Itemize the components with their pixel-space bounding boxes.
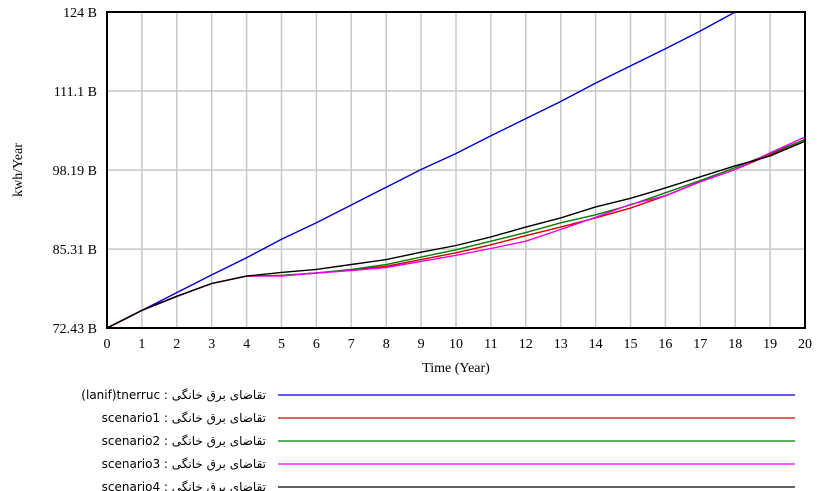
y-tick-label: 98.19 B (53, 164, 97, 179)
x-tick-label: 19 (763, 337, 777, 352)
x-tick-label: 20 (798, 337, 812, 352)
y-tick-label: 85.31 B (53, 243, 97, 258)
series-lines (107, 12, 805, 328)
legend-item: scenario1 : تقاضای برق خانگی (102, 411, 795, 426)
y-tick-label: 72.43 B (53, 322, 97, 337)
legend-label: scenario4 : تقاضای برق خانگی (102, 480, 266, 491)
grid (106, 11, 806, 329)
x-tick-label: 3 (208, 337, 215, 352)
x-tick-label: 0 (104, 337, 111, 352)
x-axis-ticks: 0 1 2 3 4 5 6 7 8 9 10 11 12 13 14 15 16 17 18 19 20 (104, 337, 813, 352)
y-axis-ticks: 72.43 B 85.31 B 98.19 B 111.1 B 124 B (53, 6, 97, 337)
x-tick-label: 11 (484, 337, 497, 352)
x-tick-label: 1 (138, 337, 145, 352)
legend-label: scenario1 : تقاضای برق خانگی (102, 411, 266, 426)
legend-item: (lanif)tnerruc : تقاضای برق خانگی (81, 388, 795, 403)
x-tick-label: 15 (624, 337, 638, 352)
x-tick-label: 8 (383, 337, 390, 352)
legend-label: scenario3 : تقاضای برق خانگی (102, 457, 266, 472)
x-axis-label: Time (Year) (422, 361, 490, 376)
legend-label: scenario2 : تقاضای برق خانگی (102, 434, 266, 449)
x-tick-label: 17 (693, 337, 707, 352)
series-line-5 (107, 140, 805, 328)
x-tick-label: 13 (554, 337, 568, 352)
series-line-1 (107, 12, 737, 328)
x-tick-label: 5 (278, 337, 285, 352)
x-tick-label: 10 (449, 337, 463, 352)
x-tick-label: 7 (348, 337, 355, 352)
x-tick-label: 2 (173, 337, 180, 352)
legend-item: scenario3 : تقاضای برق خانگی (102, 457, 795, 472)
x-tick-label: 6 (313, 337, 320, 352)
x-tick-label: 18 (728, 337, 742, 352)
y-tick-label: 124 B (63, 6, 97, 21)
y-tick-label: 111.1 B (54, 85, 97, 100)
plot-frame (106, 11, 806, 329)
x-tick-label: 9 (418, 337, 425, 352)
legend-item: scenario4 : تقاضای برق خانگی (102, 480, 795, 491)
legend-label: (lanif)tnerruc : تقاضای برق خانگی (81, 388, 266, 403)
legend-item: scenario2 : تقاضای برق خانگی (102, 434, 795, 449)
x-tick-label: 16 (658, 337, 672, 352)
x-tick-label: 14 (589, 337, 603, 352)
x-tick-label: 4 (243, 337, 250, 352)
x-tick-label: 12 (519, 337, 533, 352)
legend: (lanif)tnerruc : تقاضای برق خانگی scenari… (81, 388, 795, 491)
y-axis-label: kwh/Year (11, 143, 26, 197)
